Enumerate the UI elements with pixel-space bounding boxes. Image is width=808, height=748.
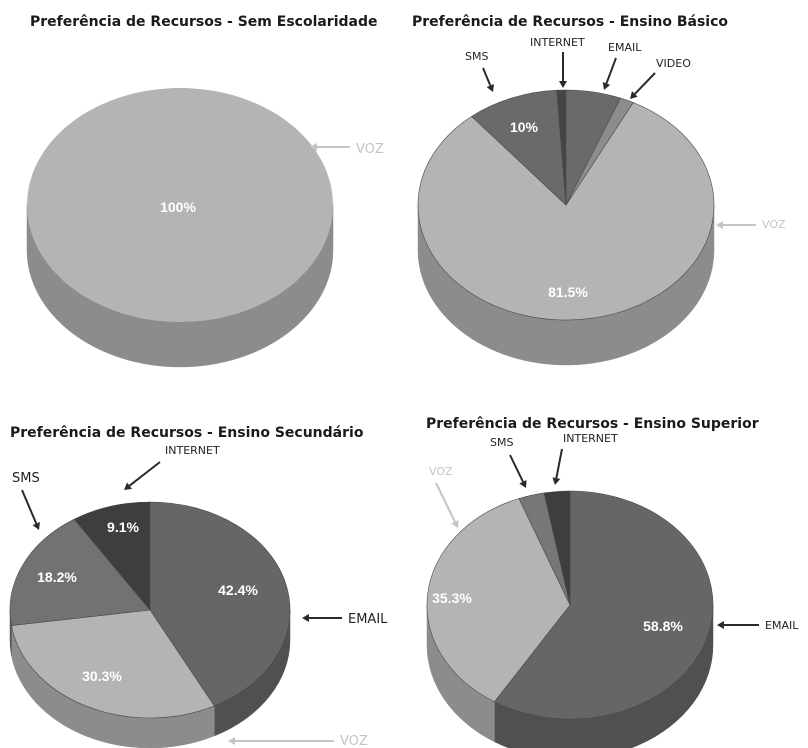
legend-label-sms: SMS: [465, 50, 488, 63]
pie-slice-voz: [417, 102, 715, 321]
arrow-email: [302, 614, 342, 622]
chart-title: Preferência de Recursos - Ensino Básico: [412, 14, 728, 30]
pie-slice-voz: [27, 88, 333, 322]
legend-label-internet: INTERNET: [530, 36, 585, 49]
pie-slice-internet: [73, 501, 151, 611]
chart-title: Preferência de Recursos - Ensino Secundá…: [10, 425, 364, 441]
pie-chart-3: Preferência de Recursos - Ensino Secundá…: [9, 425, 388, 748]
arrow-voz: [716, 221, 756, 229]
arrow-sms: [509, 454, 527, 488]
legend-label-sms: SMS: [12, 471, 40, 486]
data-label-sms: 10%: [510, 119, 539, 135]
legend-label-voz: VOZ: [356, 142, 384, 157]
legend-label-voz: VOZ: [762, 218, 786, 231]
legend-label-internet: INTERNET: [563, 432, 618, 445]
chart-title: Preferência de Recursos - Sem Escolarida…: [30, 14, 378, 30]
legend-label-email: EMAIL: [608, 41, 642, 54]
chart-title: Preferência de Recursos - Ensino Superio…: [426, 416, 759, 432]
arrow-video: [630, 72, 656, 99]
data-label-internet: 9.1%: [107, 519, 139, 535]
pie-slice-voz: [11, 609, 215, 719]
legend-label-email: EMAIL: [348, 612, 388, 627]
data-label-sms: 18.2%: [37, 569, 77, 585]
legend-label-email: EMAIL: [765, 619, 799, 632]
data-label-voz: 100%: [160, 199, 196, 215]
data-label-email: 58.8%: [643, 618, 683, 634]
arrow-email: [717, 621, 759, 629]
pie-slice-email: [493, 490, 714, 720]
arrow-internet: [124, 461, 161, 490]
arrow-voz: [310, 143, 350, 151]
pie-slice-video: [565, 97, 634, 206]
arrow-sms: [482, 67, 494, 92]
pie-slice-sms: [9, 518, 151, 626]
legend-label-sms: SMS: [490, 436, 513, 449]
arrow-voz: [228, 737, 334, 745]
pie-chart-1: Preferência de Recursos - Sem Escolarida…: [26, 14, 384, 368]
arrow-email: [602, 57, 617, 90]
arrow-internet: [559, 52, 567, 88]
pie-slice-internet: [543, 490, 571, 606]
legend-label-voz: VOZ: [429, 465, 453, 478]
legend-label-internet: INTERNET: [165, 444, 220, 457]
pie-slice-email: [149, 501, 291, 707]
arrow-sms: [21, 489, 40, 530]
arrow-voz: [435, 482, 459, 528]
data-label-voz: 30.3%: [82, 668, 122, 684]
legend-label-voz: VOZ: [340, 734, 368, 748]
data-label-email: 42.4%: [218, 582, 258, 598]
data-label-voz: 81.5%: [548, 284, 588, 300]
arrow-internet: [552, 448, 563, 485]
legend-label-video: VIDEO: [656, 57, 691, 70]
pie-slice-voz: [426, 498, 571, 703]
pie-chart-2: Preferência de Recursos - Ensino Básico 8…: [412, 14, 786, 366]
pie-chart-4: Preferência de Recursos - Ensino Superio…: [426, 416, 799, 748]
data-label-voz: 35.3%: [432, 590, 472, 606]
pie-slice-sms: [471, 89, 567, 206]
